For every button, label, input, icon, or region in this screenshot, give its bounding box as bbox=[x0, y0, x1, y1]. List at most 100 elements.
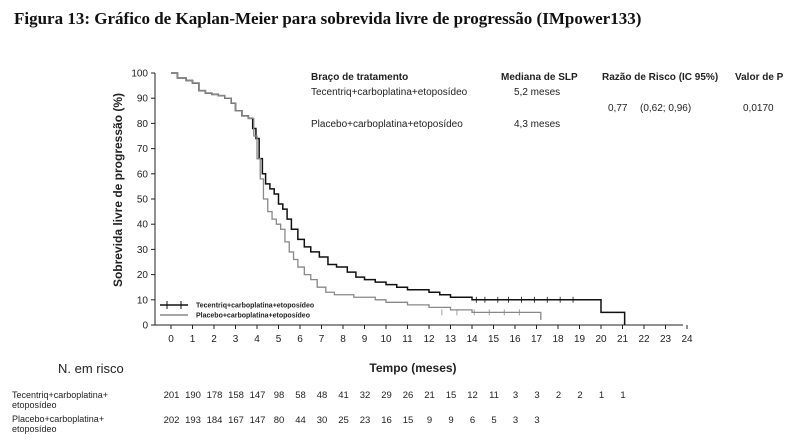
risk-value: 9 bbox=[448, 415, 453, 426]
risk-value: 6 bbox=[470, 415, 475, 426]
x-tick-label: 12 bbox=[423, 334, 435, 345]
risk-value: 1 bbox=[620, 390, 625, 401]
x-tick-label: 10 bbox=[380, 334, 392, 345]
row2-arm: Placebo+carboplatina+etoposídeo bbox=[311, 119, 463, 130]
x-tick-label: 0 bbox=[168, 334, 174, 345]
risk-value: 16 bbox=[381, 415, 392, 426]
x-tick-label: 20 bbox=[595, 334, 607, 345]
risk-value: 167 bbox=[228, 415, 244, 426]
x-tick-label: 19 bbox=[574, 334, 586, 345]
risk-value: 3 bbox=[534, 390, 539, 401]
risk-value: 184 bbox=[207, 415, 223, 426]
risk-value: 147 bbox=[250, 390, 266, 401]
x-tick-label: 16 bbox=[509, 334, 521, 345]
figure-title: Figura 13: Gráfico de Kaplan-Meier para … bbox=[14, 9, 642, 28]
y-tick-label: 0 bbox=[142, 321, 148, 332]
x-tick-label: 23 bbox=[660, 334, 672, 345]
row2-median: 4,3 meses bbox=[514, 119, 560, 130]
risk-label-tecentriq-line2: etoposídeo bbox=[12, 400, 57, 410]
risk-value: 158 bbox=[228, 390, 244, 401]
risk-value: 26 bbox=[403, 390, 414, 401]
risk-value: 21 bbox=[424, 390, 435, 401]
risk-values: 201 190 178 158 147 98 58 48 41 32 29 26 21 15 12 11 3 3 2… bbox=[164, 390, 626, 426]
legend-item-tecentriq: Tecentriq+carboplatina+etoposídeo bbox=[160, 301, 314, 310]
y-tick-label: 40 bbox=[137, 220, 149, 231]
legend: Tecentriq+carboplatina+etoposídeo Placeb… bbox=[160, 301, 314, 320]
risk-label-placebo-line1: Placebo+carboplatina+ bbox=[12, 414, 104, 424]
risk-value: 201 bbox=[164, 390, 180, 401]
risk-value: 98 bbox=[274, 390, 285, 401]
risk-value: 2 bbox=[577, 390, 582, 401]
x-tick-label: 15 bbox=[488, 334, 500, 345]
risk-value: 41 bbox=[338, 390, 349, 401]
risk-value: 1 bbox=[599, 390, 604, 401]
legend-item-placebo: Placebo+carboplatina+etoposídeo bbox=[160, 313, 310, 320]
x-tick-label: 5 bbox=[276, 334, 282, 345]
x-tick-label: 4 bbox=[254, 334, 260, 345]
legend-label-tecentriq: Tecentriq+carboplatina+etoposídeo bbox=[196, 303, 314, 310]
x-tick-label: 2 bbox=[211, 334, 217, 345]
risk-value: 178 bbox=[207, 390, 223, 401]
km-curve-placebo bbox=[171, 72, 542, 320]
y-tick-label: 90 bbox=[137, 94, 149, 105]
risk-value: 44 bbox=[295, 415, 306, 426]
y-tick-label: 70 bbox=[137, 144, 149, 155]
risk-value: 32 bbox=[360, 390, 371, 401]
risk-table: N. em risco Tecentriq+carboplatina+ etop… bbox=[12, 361, 626, 434]
risk-value: 15 bbox=[446, 390, 457, 401]
row1-median: 5,2 meses bbox=[514, 87, 560, 98]
x-tick-label: 21 bbox=[617, 334, 629, 345]
risk-value: 12 bbox=[467, 390, 478, 401]
x-tick-label: 24 bbox=[681, 334, 693, 345]
risk-value: 25 bbox=[338, 415, 349, 426]
risk-value: 23 bbox=[360, 415, 371, 426]
x-tick-label: 13 bbox=[445, 334, 457, 345]
risk-value: 80 bbox=[274, 415, 285, 426]
hazard-ratio: 0,77 bbox=[608, 103, 628, 114]
summary-table: Braço de tratamento Mediana de SLP Razão… bbox=[311, 72, 784, 130]
risk-value: 9 bbox=[427, 415, 432, 426]
y-tick-label: 10 bbox=[137, 295, 149, 306]
curves bbox=[171, 72, 626, 325]
header-p: Valor de P bbox=[735, 72, 784, 83]
x-axis-title: Tempo (meses) bbox=[369, 361, 456, 375]
y-tick-label: 50 bbox=[137, 195, 149, 206]
y-tick-label: 60 bbox=[137, 169, 149, 180]
x-tick-label: 8 bbox=[340, 334, 346, 345]
y-axis-title: Sobrevida livre de progressão (%) bbox=[111, 93, 125, 287]
risk-value: 2 bbox=[556, 390, 561, 401]
risk-value: 58 bbox=[295, 390, 306, 401]
x-tick-label: 1 bbox=[190, 334, 196, 345]
row1-arm: Tecentriq+carboplatina+etoposídeo bbox=[311, 87, 468, 98]
y-tick-label: 30 bbox=[137, 245, 149, 256]
x-tick-label: 7 bbox=[319, 334, 325, 345]
risk-value: 190 bbox=[185, 390, 201, 401]
risk-value: 202 bbox=[164, 415, 180, 426]
risk-value: 3 bbox=[534, 415, 539, 426]
risk-value: 193 bbox=[185, 415, 201, 426]
x-ticks: 0 1 2 3 4 5 6 7 8 9 10 11 12 13 14 15 16 17 18 19 20 21 22 23 24 bbox=[168, 325, 693, 345]
risk-label-placebo-line2: etoposídeo bbox=[12, 424, 57, 434]
risk-table-title: N. em risco bbox=[58, 361, 124, 376]
x-tick-label: 9 bbox=[362, 334, 368, 345]
risk-value: 11 bbox=[489, 390, 499, 401]
p-value: 0,0170 bbox=[743, 103, 774, 114]
y-tick-label: 100 bbox=[131, 69, 148, 80]
y-tick-label: 80 bbox=[137, 119, 149, 130]
legend-label-placebo: Placebo+carboplatina+etoposídeo bbox=[196, 313, 310, 320]
x-tick-label: 17 bbox=[531, 334, 543, 345]
risk-value: 15 bbox=[403, 415, 414, 426]
header-median: Mediana de SLP bbox=[501, 72, 578, 83]
risk-value: 48 bbox=[317, 390, 328, 401]
x-tick-label: 11 bbox=[402, 334, 413, 345]
hazard-ci: (0,62; 0,96) bbox=[640, 103, 691, 114]
x-tick-label: 14 bbox=[466, 334, 478, 345]
risk-value: 3 bbox=[513, 390, 518, 401]
x-tick-label: 3 bbox=[233, 334, 239, 345]
risk-value: 30 bbox=[317, 415, 328, 426]
risk-value: 3 bbox=[513, 415, 518, 426]
risk-value: 5 bbox=[491, 415, 496, 426]
y-tick-label: 20 bbox=[137, 270, 149, 281]
header-hr: Razão de Risco (IC 95%) bbox=[602, 72, 718, 83]
